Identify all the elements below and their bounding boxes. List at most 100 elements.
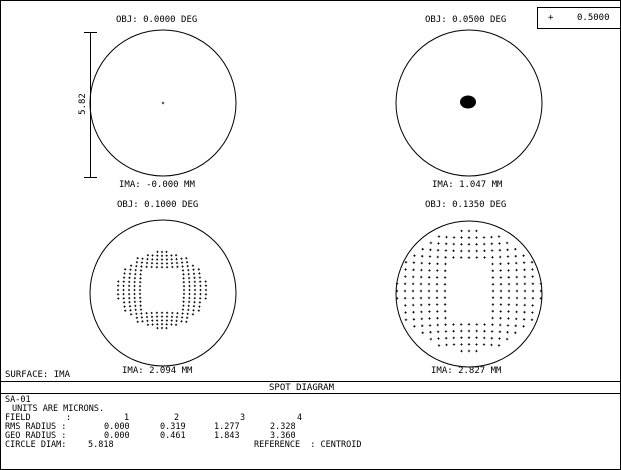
spot-field-4-ray xyxy=(435,303,439,306)
spot-field-4-ray xyxy=(412,311,415,314)
spot-field-3-ray xyxy=(155,311,158,314)
spot-field-3-ray xyxy=(182,277,185,280)
spot-field-4-ray xyxy=(497,235,501,238)
spot-field-4-ray xyxy=(490,235,493,239)
spot-field-3-ray xyxy=(186,265,189,268)
spot-field-4-ray xyxy=(436,323,439,327)
spot-field-4-ray xyxy=(444,316,447,320)
spot-field-4-ray xyxy=(452,256,455,259)
spot-field-4-ray xyxy=(491,310,494,313)
spot-field-4-ray xyxy=(507,310,510,313)
spot-field-4-ray xyxy=(515,275,518,279)
spot-field-3-ray xyxy=(187,269,190,272)
spot-field-4-ray xyxy=(460,329,463,333)
spot-field-4-ray xyxy=(395,297,399,300)
spot-field-3-ray xyxy=(139,269,143,272)
spot-field-3-ray xyxy=(140,316,143,319)
airy-circle-field-3 xyxy=(89,219,237,367)
field-4-obj-label: OBJ: 0.1350 DEG xyxy=(425,200,507,210)
spot-field-3-ray xyxy=(185,320,188,323)
spot-field-3-ray xyxy=(181,312,184,315)
spot-field-3-ray xyxy=(139,273,142,276)
spot-field-4-ray xyxy=(506,324,510,327)
spot-field-4-ray xyxy=(539,297,543,300)
spot-field-3-ray xyxy=(176,265,179,268)
spot-field-4-ray xyxy=(523,303,526,307)
field-2-ima-label: IMA: 1.047 MM xyxy=(432,180,503,190)
spot-field-3-ray xyxy=(170,315,174,318)
spot-field-3-ray xyxy=(193,288,197,292)
spot-field-4-ray xyxy=(499,317,502,320)
spot-field-4-ray xyxy=(491,276,495,279)
spot-field-3-ray xyxy=(146,323,149,326)
spot-field-3-ray xyxy=(186,316,189,319)
spot-field-4-ray xyxy=(475,349,478,353)
spot-field-3-ray xyxy=(151,254,154,257)
spot-field-3-ray xyxy=(124,268,127,271)
spot-field-3-ray xyxy=(150,311,153,315)
spot-field-4-ray xyxy=(452,249,455,252)
spot-field-4-ray xyxy=(514,248,517,251)
spot-field-4-ray xyxy=(539,289,543,293)
spot-field-4-ray xyxy=(467,349,471,353)
spot-field-4-ray xyxy=(443,303,447,306)
wavelength-symbol: + xyxy=(548,13,554,23)
spot-field-3-ray xyxy=(127,288,131,292)
spot-field-4-ray xyxy=(403,282,407,285)
geo-value-1: 0.000 xyxy=(104,431,130,441)
spot-field-3-ray xyxy=(155,315,159,318)
spot-field-3-ray xyxy=(197,268,200,271)
spot-field-3-ray xyxy=(151,319,154,322)
spot-field-3-ray xyxy=(128,284,131,287)
spot-field-4-ray xyxy=(491,289,495,293)
spot-field-4-ray xyxy=(483,323,486,326)
spot-field-4-ray xyxy=(421,248,424,251)
spot-field-4-ray xyxy=(523,296,527,300)
spot-field-4-ray xyxy=(460,243,463,246)
geo-value-2: 0.461 xyxy=(160,431,186,441)
spot-field-3-ray xyxy=(180,257,183,260)
spot-field-4-ray xyxy=(467,336,471,339)
spot-field-4-ray xyxy=(498,242,501,245)
spot-field-3-ray xyxy=(133,300,136,303)
spot-field-3-ray xyxy=(165,254,168,257)
spot-field-4-ray xyxy=(499,323,502,327)
spot-field-3-ray xyxy=(192,309,195,312)
spot-field-4-ray xyxy=(522,261,526,264)
rms-value-4: 2.328 xyxy=(270,422,296,432)
spot-field-3-ray xyxy=(181,265,184,268)
spot-field-3-ray xyxy=(150,315,154,318)
spot-field-4-ray xyxy=(404,261,408,264)
spot-field-3-ray xyxy=(139,281,142,284)
spot-field-3-ray xyxy=(151,258,154,261)
spot-field-3-ray xyxy=(197,309,200,312)
spot-field-3-ray xyxy=(134,273,137,276)
spot-field-3-ray xyxy=(193,301,196,304)
rms-value-1: 0.000 xyxy=(104,422,130,432)
spot-field-4-ray xyxy=(404,304,407,307)
spot-field-4-ray xyxy=(507,262,510,265)
field-number-3: 3 xyxy=(240,413,246,423)
spot-field-3-ray xyxy=(160,323,164,326)
spot-field-3-ray xyxy=(139,300,142,303)
spot-field-4-ray xyxy=(482,343,486,346)
spot-field-4-ray xyxy=(435,283,439,286)
spot-field-3-ray xyxy=(140,265,143,268)
spot-field-3-ray xyxy=(165,327,168,330)
spot-field-3-ray xyxy=(133,284,136,288)
spot-field-4-ray xyxy=(436,310,439,313)
spot-field-3-ray xyxy=(193,280,196,283)
spot-field-3-ray xyxy=(160,326,164,330)
spot-field-3-ray xyxy=(135,316,138,319)
spot-field-3-ray xyxy=(188,292,191,296)
spot-field-4-ray xyxy=(404,275,407,278)
spot-field-3-ray xyxy=(192,272,196,275)
spot-field-3-ray xyxy=(130,313,133,316)
spot-field-3-ray xyxy=(133,292,136,296)
spot-field-4-ray xyxy=(523,282,527,286)
spot-field-3-ray xyxy=(123,276,126,279)
rms-row-label: RMS RADIUS : xyxy=(5,422,67,432)
spot-field-4-ray xyxy=(491,262,494,266)
spot-field-3-ray xyxy=(136,257,139,260)
spot-field-3-ray xyxy=(187,304,190,307)
